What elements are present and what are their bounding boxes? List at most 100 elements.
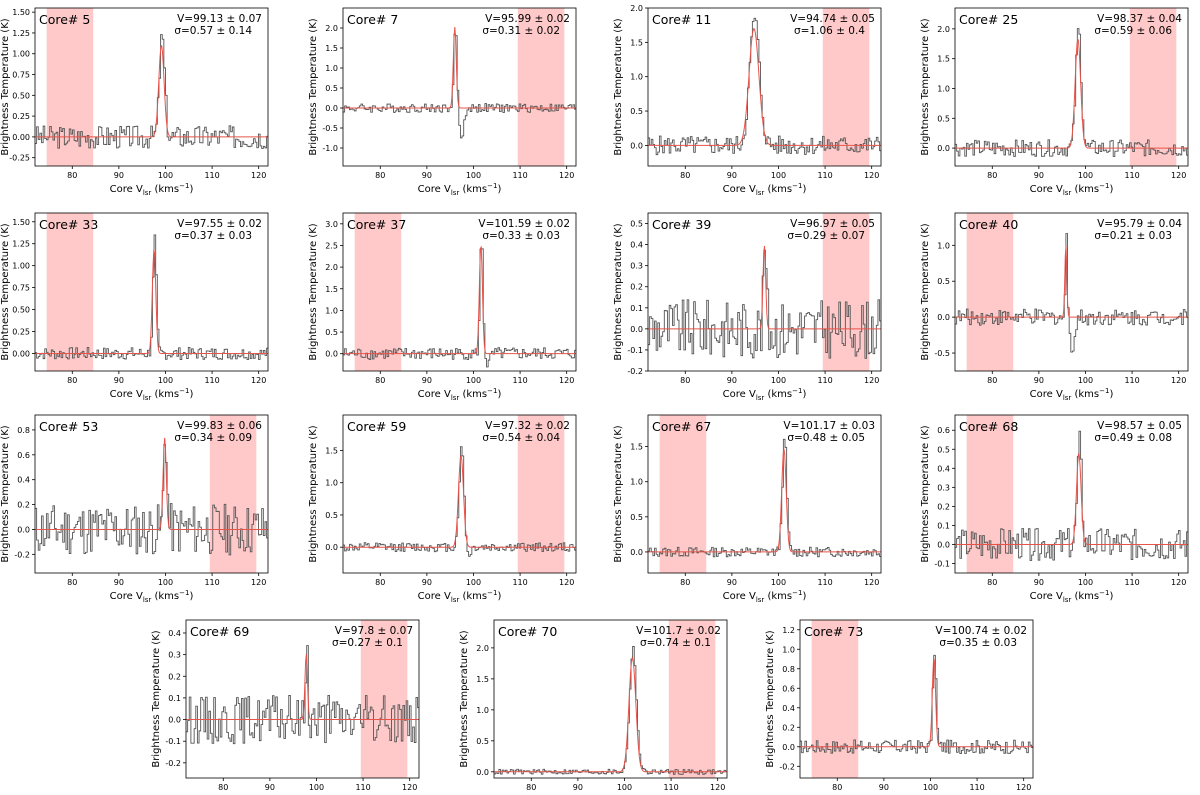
x-tick-label: 80 (375, 578, 385, 587)
spectrum-panel: 80 90 100 110 120 0.0 0.5 1.0 1.5 Core# 67 V=101.1… (613, 414, 882, 604)
y-tick-label: 0.8 (17, 426, 30, 435)
y-tick-label: 2.0 (325, 24, 338, 33)
y-tick-label: 0.0 (325, 543, 338, 552)
spectrum-panel: 80 90 100 110 120 -0.5 0.0 0.5 1.0 Core# 40 V=95.7… (920, 212, 1189, 402)
x-axis-label: Core Vlsr (kms−1) (723, 589, 807, 604)
x-tick-label: 90 (727, 171, 737, 180)
spectrum-panel: 80 90 100 110 120 -0.2 0.0 0.2 0.4 0.6 0.8 1.0 1.2 Co… (765, 619, 1034, 795)
x-axis-label: Core Vlsr (kms−1) (418, 387, 502, 402)
x-axis-label: Core Vlsr (kms−1) (110, 387, 194, 402)
x-tick-label: 120 (710, 783, 725, 792)
y-tick-label: 1.0 (325, 306, 338, 315)
x-tick-label: 100 (1078, 376, 1093, 385)
y-tick-label: 1.50 (12, 8, 30, 17)
axes-frame (34, 414, 269, 574)
y-tick-label: 1.50 (12, 218, 30, 227)
x-tick-label: 80 (680, 171, 690, 180)
x-tick-label: 110 (204, 376, 219, 385)
x-tick-label: 100 (158, 376, 173, 385)
shaded-band (1129, 8, 1177, 166)
x-tick-label: 100 (466, 171, 481, 180)
y-tick-label: 0.00 (12, 133, 30, 142)
y-tick-label: -0.25 (9, 154, 30, 163)
y-tick-label: 1.5 (325, 44, 338, 53)
x-tick-label: 90 (422, 376, 432, 385)
spectrum-line (186, 645, 419, 745)
y-tick-label: 1.5 (937, 55, 950, 64)
axes-frame (342, 212, 577, 372)
y-tick-label: 2.5 (325, 241, 338, 250)
gaussian-fit-line (35, 249, 268, 354)
axes-frame (954, 414, 1189, 574)
gaussian-fit-line (648, 28, 881, 146)
y-tick-label: -0.1 (165, 737, 181, 746)
y-tick-label: -0.2 (627, 367, 643, 376)
x-tick-label: 110 (512, 376, 527, 385)
gaussian-fit-line (343, 27, 576, 109)
core-title: Core# 73 (804, 624, 863, 639)
x-tick-label: 100 (617, 783, 632, 792)
velocity-label: V=98.57 ± 0.05 (1097, 420, 1182, 432)
y-tick-label: 0.0 (325, 104, 338, 113)
axes-frame (954, 7, 1189, 167)
spectrum-panel: 80 90 100 110 120 0.0 0.5 1.0 1.5 2.0 Core# 70 V=10… (459, 619, 728, 795)
y-tick-label: 1.25 (12, 29, 30, 38)
y-tick-label: -0.2 (14, 550, 30, 559)
x-tick-label: 90 (114, 376, 124, 385)
axes-frame (34, 7, 269, 167)
y-tick-label: 0.0 (630, 325, 643, 334)
shaded-band (822, 8, 870, 166)
x-tick-label: 90 (573, 783, 583, 792)
x-tick-label: 80 (987, 578, 997, 587)
x-tick-label: 80 (67, 578, 77, 587)
y-tick-label: 1.0 (937, 241, 950, 250)
axes-frame (647, 414, 882, 574)
y-tick-label: 0.25 (12, 112, 30, 121)
x-tick-label: 80 (680, 578, 690, 587)
x-tick-label: 110 (512, 171, 527, 180)
y-tick-label: 1.5 (476, 675, 489, 684)
x-tick-label: 120 (251, 578, 266, 587)
sigma-label: σ=0.48 ± 0.05 (787, 432, 865, 444)
velocity-label: V=99.83 ± 0.06 (177, 420, 262, 432)
y-tick-label: 0.0 (937, 313, 950, 322)
y-tick-label: 1.00 (12, 50, 30, 59)
axes-frame (647, 212, 882, 372)
velocity-label: V=95.79 ± 0.04 (1097, 218, 1182, 230)
x-tick-label: 110 (204, 578, 219, 587)
x-tick-label: 120 (559, 578, 574, 587)
x-axis-label: Core Vlsr (kms−1) (723, 387, 807, 402)
x-tick-label: 90 (1034, 171, 1044, 180)
gaussian-fit-line (35, 45, 268, 138)
y-tick-label: 0.6 (17, 451, 30, 460)
y-axis-label: Brightness Temperature (K) (0, 425, 11, 562)
shaded-band (360, 620, 408, 778)
velocity-label: V=99.13 ± 0.07 (177, 13, 262, 25)
x-tick-label: 120 (1171, 376, 1186, 385)
y-tick-label: 0.5 (325, 84, 338, 93)
spectrum-panel: 80 90 100 110 120 -0.1 0.0 0.1 0.2 0.3 0.4 0.5 0.6 Co… (920, 414, 1189, 604)
core-title: Core# 25 (959, 12, 1018, 27)
x-tick-label: 80 (832, 783, 842, 792)
y-tick-label: 0.5 (325, 511, 338, 520)
shaded-band (46, 213, 94, 371)
x-tick-label: 120 (864, 578, 879, 587)
y-tick-label: 2.0 (630, 4, 643, 13)
x-tick-label: 80 (680, 376, 690, 385)
y-tick-label: 0.0 (782, 743, 795, 752)
x-tick-label: 90 (422, 171, 432, 180)
core-title: Core# 68 (959, 419, 1018, 434)
x-tick-label: 110 (817, 578, 832, 587)
shaded-band (811, 620, 859, 778)
y-axis-label: Brightness Temperature (K) (613, 425, 624, 562)
spectrum-panel: 80 90 100 110 120 0.0 0.5 1.0 1.5 2.0 Core# 25 V=98… (920, 7, 1189, 197)
y-tick-label: 0.6 (937, 426, 950, 435)
y-tick-label: 0.50 (12, 306, 30, 315)
spectrum-line (343, 446, 576, 557)
spectrum-line (648, 438, 881, 558)
core-title: Core# 7 (347, 12, 398, 27)
y-tick-label: 0.4 (630, 241, 643, 250)
x-tick-label: 120 (559, 376, 574, 385)
gaussian-fit-line (494, 656, 727, 773)
x-tick-label: 110 (969, 783, 984, 792)
